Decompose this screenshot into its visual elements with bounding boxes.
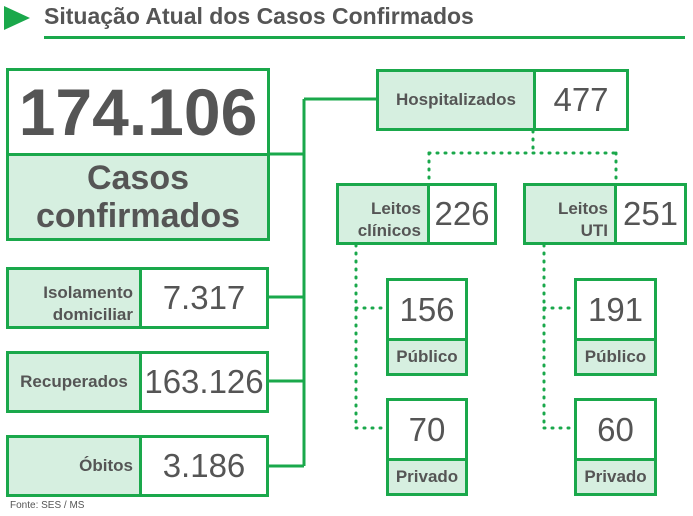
header-triangle-icon [4,6,30,30]
total-cases-value-box: 174.106 [6,68,270,156]
clinical-private-label: Privado [395,467,459,486]
hospitalized-label: Hospitalizados [396,90,516,109]
home-isolation-value: 7.317 [162,279,246,316]
home-isolation-value-box: 7.317 [139,267,269,329]
deaths-label: Óbitos [79,456,133,475]
clinical-beds-label-box: Leitos clínicos [336,183,430,245]
icu-beds-value: 251 [622,195,679,232]
icu-public-label: Público [584,347,647,366]
total-cases-label-line1: Casos [86,159,190,197]
clinical-beds-label-line2: clínicos [357,221,421,240]
icu-beds-label-line1: Leitos [557,199,608,218]
home-isolation-label-line2: domiciliar [52,305,133,324]
clinical-public-label-box: Público [386,338,468,376]
clinical-beds-label-line1: Leitos [370,199,421,218]
deaths-label-box: Óbitos [6,435,142,497]
recovered-label: Recuperados [20,372,128,391]
icu-private-value-box: 60 [574,398,657,461]
deaths-value-box: 3.186 [139,435,269,497]
hospitalized-label-box: Hospitalizados [376,69,536,131]
clinical-private-value: 70 [408,410,446,448]
hospitalized-value: 477 [553,81,609,118]
icu-public-value-box: 191 [574,278,657,341]
source-note: Fonte: SES / MS [10,500,85,511]
icu-private-label: Privado [584,467,647,486]
clinical-public-label: Público [396,347,458,366]
total-cases-value: 174.106 [18,75,258,149]
icu-public-value: 191 [587,290,644,328]
icu-beds-label-box: Leitos UTI [523,183,617,245]
clinical-private-value-box: 70 [386,398,468,461]
home-isolation-label-line1: Isolamento [43,283,133,302]
recovered-label-box: Recuperados [6,351,142,413]
total-cases-label-line2: confirmados [35,197,241,235]
clinical-public-value-box: 156 [386,278,468,341]
total-cases-label-box: Casos confirmados [6,153,270,241]
clinical-beds-value-box: 226 [427,183,497,245]
clinical-public-value: 156 [399,290,455,328]
icu-beds-value-box: 251 [614,183,687,245]
icu-private-value: 60 [597,410,634,448]
recovered-value-box: 163.126 [139,351,269,413]
title-underline [44,36,685,39]
clinical-beds-value: 226 [434,195,490,232]
home-isolation-label-box: Isolamento domiciliar [6,267,142,329]
icu-beds-label-line2: UTI [580,221,608,240]
icu-private-label-box: Privado [574,458,657,496]
icu-public-label-box: Público [574,338,657,376]
clinical-private-label-box: Privado [386,458,468,496]
page-title: Situação Atual dos Casos Confirmados [44,3,474,29]
recovered-value: 163.126 [144,363,264,400]
deaths-value: 3.186 [162,447,246,484]
hospitalized-value-box: 477 [533,69,629,131]
